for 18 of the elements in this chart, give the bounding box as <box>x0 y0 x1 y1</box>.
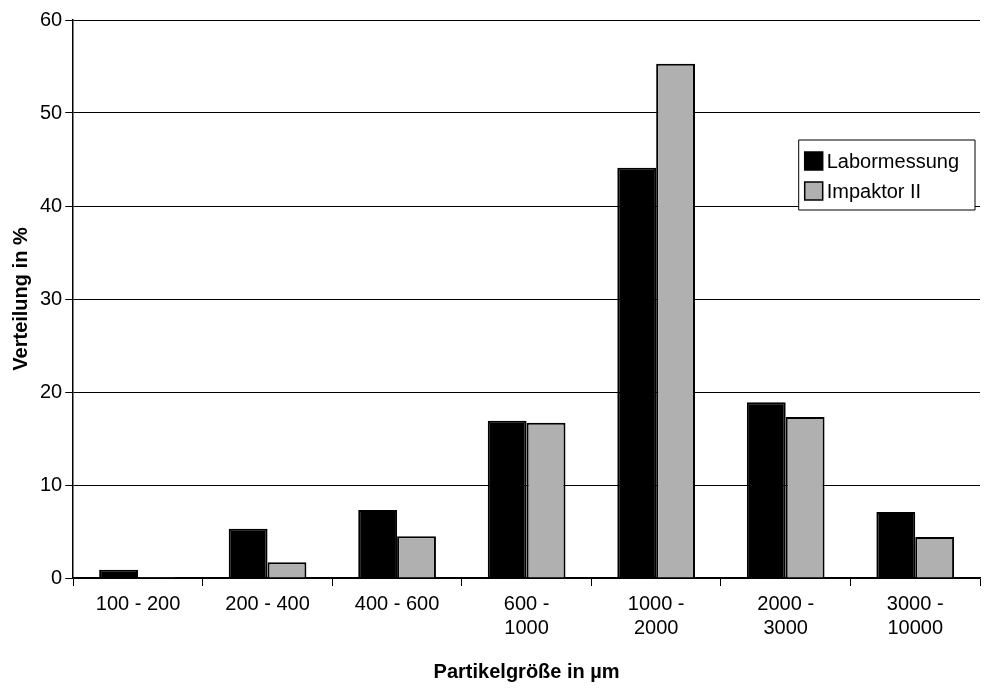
x-tick-label: 600 - 1000 <box>503 591 550 638</box>
x-tick-label: 200 - 400 <box>225 591 310 614</box>
y-tick-label: 30 <box>40 286 63 309</box>
x-tick-label: 2000 - 3000 <box>757 591 815 638</box>
y-tick-label: 40 <box>40 193 63 216</box>
y-axis-title: Verteilung in % <box>8 227 31 371</box>
x-tick-label: 1000 - 2000 <box>627 591 685 638</box>
x-tick-label: 100 - 200 <box>95 591 181 614</box>
y-tick-label: 50 <box>40 100 63 123</box>
y-tick-label: 10 <box>40 472 63 495</box>
y-tick-label: 20 <box>40 379 63 402</box>
x-tick-label: 3000 - 10000 <box>886 591 944 638</box>
legend-label: Impaktor II <box>826 179 922 202</box>
x-tick-label: 400 - 600 <box>354 591 440 614</box>
y-tick-label: 60 <box>40 7 63 30</box>
x-axis-title: Partikelgröße in µm <box>433 659 620 682</box>
y-tick-label: 0 <box>51 565 63 588</box>
legend-label: Labormessung <box>826 149 960 172</box>
